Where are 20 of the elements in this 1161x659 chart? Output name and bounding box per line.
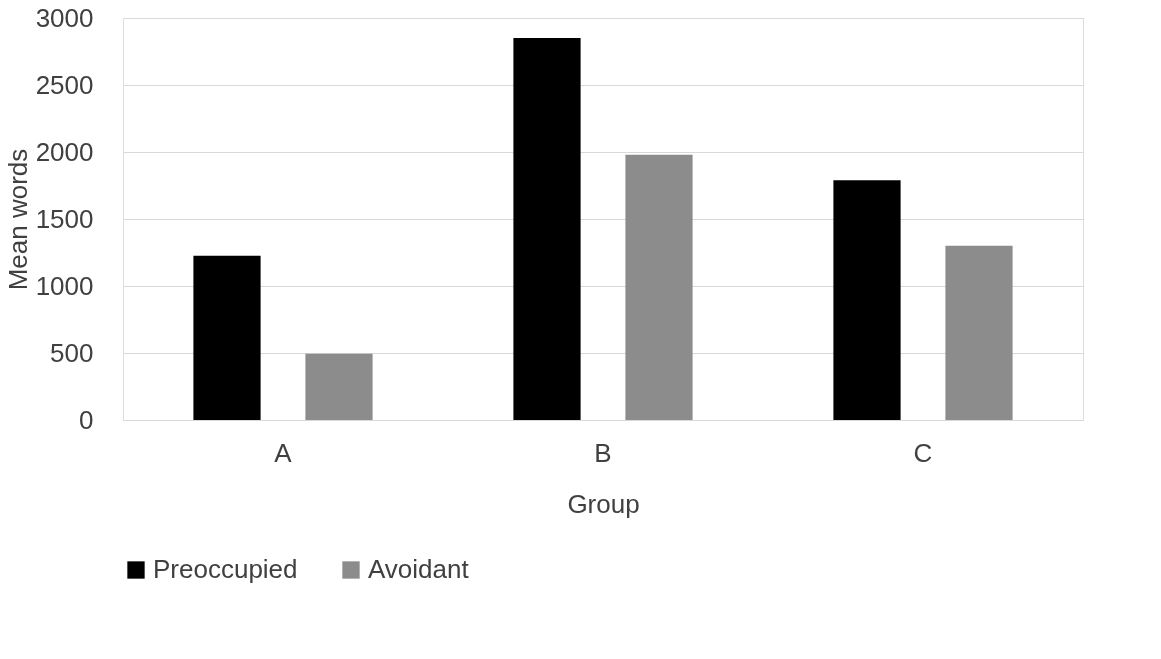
legend-label: Avoidant <box>368 554 470 584</box>
bar <box>513 38 581 420</box>
bar <box>193 255 261 420</box>
bar <box>833 180 901 420</box>
x-tick-label: A <box>274 437 293 468</box>
y-tick-label: 500 <box>50 337 94 368</box>
x-tick-label: C <box>913 437 933 468</box>
y-tick-label: 3000 <box>35 2 94 33</box>
y-tick-label: 2500 <box>35 69 94 100</box>
y-tick-label: 1500 <box>35 203 94 234</box>
y-axis-title: Mean words <box>2 148 33 291</box>
bar <box>625 154 693 420</box>
y-tick-label: 0 <box>79 404 94 435</box>
x-axis-title: Group <box>567 488 640 519</box>
legend-label: Preoccupied <box>153 554 298 584</box>
bar <box>945 245 1013 420</box>
y-tick-label: 2000 <box>35 136 94 167</box>
bar <box>305 353 373 420</box>
y-tick-label: 1000 <box>35 270 94 301</box>
x-tick-label: B <box>594 437 612 468</box>
